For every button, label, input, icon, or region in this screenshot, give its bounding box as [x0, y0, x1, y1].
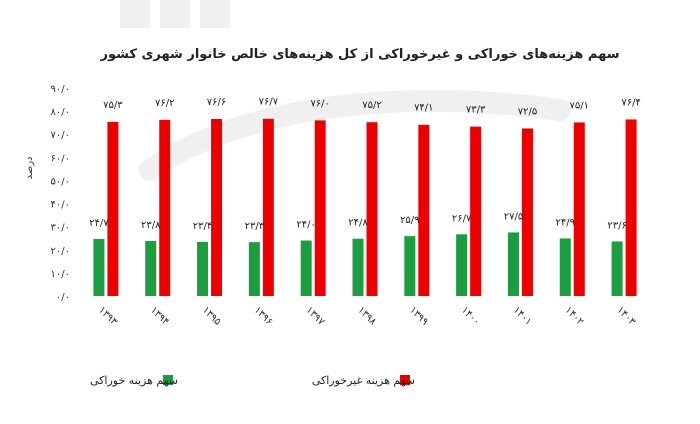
bar-food [352, 238, 364, 296]
x-tick-label: ۱۴۰۰ [459, 305, 482, 328]
data-label-nonfood: ۷۶/۰ [310, 98, 329, 109]
bar-food [300, 240, 312, 296]
data-label-food: ۲۴/۹ [556, 217, 575, 228]
bar-nonfood [211, 118, 223, 296]
bar-food [404, 236, 416, 296]
x-tick-label: ۱۳۹۳ [96, 305, 119, 328]
data-label-food: ۲۳/۸ [141, 220, 161, 231]
legend-swatch-nonfood [400, 375, 410, 385]
data-label-food: ۲۳/۳ [245, 221, 265, 232]
y-tick-label: ۴۰/۰ [51, 200, 70, 211]
data-label-nonfood: ۷۶/۶ [207, 97, 226, 108]
watermark [120, 0, 571, 181]
y-axis-ticks: ۰/۰ ۱۰/۰ ۲۰/۰ ۳۰/۰ ۴۰/۰ ۵۰/۰ ۶۰/۰ ۷۰/۰ ۸۰/۰ ۹۰/۰ [51, 84, 70, 303]
x-tick-label: ۱۴۰۲ [563, 305, 586, 328]
bars [93, 118, 637, 297]
bar-nonfood [625, 119, 637, 296]
data-label-nonfood: ۷۴/۱ [414, 103, 433, 114]
bar-food [145, 240, 157, 296]
data-label-nonfood: ۷۵/۱ [570, 100, 589, 111]
data-label-food: ۲۳/۶ [607, 220, 626, 231]
chart-title: سهم هزینه‌های خوراکی و غیرخوراکی از کل ه… [100, 47, 620, 62]
x-tick-label: ۱۴۰۱ [511, 305, 534, 328]
data-label-nonfood: ۷۶/۷ [259, 97, 279, 108]
legend-label-food: سهم هزینه خوراکی [90, 374, 178, 387]
bar-food [248, 242, 260, 296]
x-tick-label: ۱۳۹۴ [148, 305, 171, 328]
bar-nonfood [521, 128, 533, 296]
bar-food [611, 241, 623, 296]
data-label-nonfood: ۷۳/۳ [466, 105, 486, 116]
y-tick-label: ۲۰/۰ [51, 246, 70, 257]
bar-food [456, 234, 468, 296]
legend-label-nonfood: سهم هزینه غیرخوراکی [312, 374, 415, 387]
bar-nonfood [470, 126, 482, 297]
x-tick-label: ۱۳۹۵ [200, 305, 223, 328]
bar-nonfood [314, 120, 326, 296]
y-tick-label: ۱۰/۰ [51, 269, 70, 280]
y-tick-label: ۸۰/۰ [51, 107, 70, 118]
x-tick-label: ۱۴۰۳ [614, 305, 637, 328]
bar-food [197, 241, 209, 296]
bar-nonfood [573, 122, 585, 297]
bar-nonfood [107, 121, 119, 297]
data-label-food: ۲۴/۸ [348, 218, 368, 229]
x-tick-label: ۱۳۹۹ [407, 305, 430, 328]
y-tick-label: ۷۰/۰ [51, 130, 70, 141]
bar-food [93, 238, 105, 296]
bar-nonfood [366, 122, 378, 297]
legend-swatch-food [163, 375, 173, 385]
data-label-food: ۲۵/۹ [400, 215, 419, 226]
data-labels: ۲۴/۷ ۷۵/۳ ۲۳/۸ ۷۶/۲ ۲۳/۴ ۷۶/۶ ۲۳/۳ ۷۶/۷ ۲۴/۰ ۷۶/۰… [89, 97, 641, 232]
bar-nonfood [418, 124, 430, 296]
x-tick-label: ۱۳۹۶ [252, 305, 275, 328]
x-tick-label: ۱۳۹۷ [303, 305, 326, 328]
data-label-nonfood: ۷۵/۲ [362, 100, 381, 111]
y-tick-label: ۵۰/۰ [51, 176, 70, 187]
bar-nonfood [262, 118, 274, 296]
bar-food [559, 238, 571, 296]
bar-food [507, 232, 519, 296]
legend: سهم هزینه خوراکی سهم هزینه غیرخوراکی [90, 374, 415, 387]
data-label-food: ۲۴/۰ [296, 220, 315, 231]
y-axis-label: درصد [24, 156, 35, 179]
data-label-nonfood: ۷۲/۵ [518, 106, 537, 117]
x-axis-ticks: ۱۳۹۳ ۱۳۹۴ ۱۳۹۵ ۱۳۹۶ ۱۳۹۷ ۱۳۹۸ ۱۳۹۹ ۱۴۰۰ ۱۴۰۱ ۱۴۰۲… [96, 305, 638, 328]
data-label-food: ۲۶/۷ [452, 213, 472, 224]
data-label-food: ۲۳/۴ [193, 221, 212, 232]
y-tick-label: ۰/۰ [56, 292, 70, 303]
bar-nonfood [159, 119, 171, 296]
y-tick-label: ۹۰/۰ [51, 84, 70, 95]
data-label-nonfood: ۷۶/۲ [155, 98, 174, 109]
data-label-nonfood: ۷۵/۳ [103, 100, 123, 111]
y-tick-label: ۶۰/۰ [51, 153, 70, 164]
y-tick-label: ۳۰/۰ [51, 223, 70, 234]
data-label-food: ۲۴/۷ [89, 218, 109, 229]
data-label-food: ۲۷/۵ [504, 211, 523, 222]
data-label-nonfood: ۷۶/۴ [621, 97, 640, 108]
x-tick-label: ۱۳۹۸ [355, 305, 378, 328]
